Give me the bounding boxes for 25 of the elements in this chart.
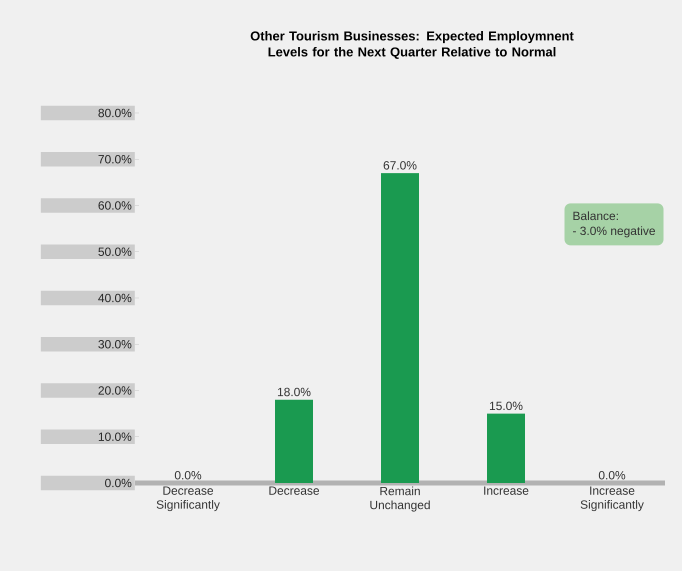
x-tick-label: Decrease	[269, 486, 320, 495]
x-tick-label: Decrease Significantly	[156, 486, 220, 512]
data-label: 0.0%	[174, 471, 202, 480]
y-tick-label: 60.0%	[98, 201, 132, 210]
y-tick-label: 40.0%	[98, 294, 132, 302]
data-label: 18.0%	[278, 388, 311, 396]
data-label: 0.0%	[598, 471, 626, 480]
data-label: 15.0%	[490, 402, 523, 410]
bar	[275, 400, 314, 483]
x-tick-label: Remain Unchanged	[370, 486, 430, 512]
bar	[487, 414, 526, 483]
x-tick-label: Increase Significantly	[580, 486, 644, 512]
annotation: Balance:	[573, 211, 618, 220]
y-tick-label: 80.0%	[98, 108, 132, 118]
bar	[381, 173, 420, 483]
y-tick-label: 20.0%	[98, 386, 132, 395]
y-tick-label: 70.0%	[98, 155, 132, 164]
data-label: 67.0%	[384, 161, 417, 170]
y-tick-label: 0.0%	[105, 478, 132, 488]
y-tick-label: 10.0%	[98, 432, 132, 441]
y-tick-label: 30.0%	[98, 340, 132, 348]
annotation: - 3.0% negative	[573, 226, 655, 238]
x-tick-label: Increase	[484, 486, 528, 495]
y-tick-label: 50.0%	[98, 248, 132, 256]
chart-title: Other Tourism Businesses: Expected Employmnent Levels for the Next Quarter Relative to Normal	[250, 31, 574, 59]
